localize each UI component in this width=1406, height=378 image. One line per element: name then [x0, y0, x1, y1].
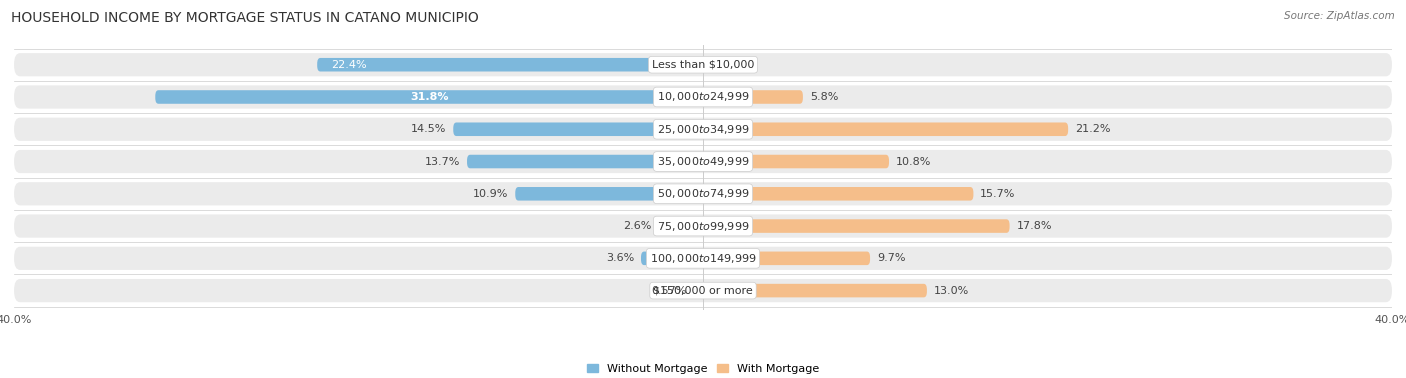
Text: $150,000 or more: $150,000 or more	[654, 286, 752, 296]
Text: 14.5%: 14.5%	[411, 124, 446, 134]
Text: 13.0%: 13.0%	[934, 286, 969, 296]
Text: 17.8%: 17.8%	[1017, 221, 1052, 231]
FancyBboxPatch shape	[703, 219, 1010, 233]
FancyBboxPatch shape	[693, 284, 703, 297]
FancyBboxPatch shape	[318, 58, 703, 71]
FancyBboxPatch shape	[14, 279, 1392, 302]
Text: 13.7%: 13.7%	[425, 156, 460, 167]
Text: 10.9%: 10.9%	[472, 189, 509, 199]
FancyBboxPatch shape	[14, 150, 1392, 173]
FancyBboxPatch shape	[703, 155, 889, 168]
Legend: Without Mortgage, With Mortgage: Without Mortgage, With Mortgage	[582, 359, 824, 378]
FancyBboxPatch shape	[155, 90, 703, 104]
Text: 9.7%: 9.7%	[877, 253, 905, 263]
Text: Source: ZipAtlas.com: Source: ZipAtlas.com	[1284, 11, 1395, 21]
FancyBboxPatch shape	[14, 214, 1392, 238]
Text: 21.2%: 21.2%	[1076, 124, 1111, 134]
FancyBboxPatch shape	[14, 247, 1392, 270]
FancyBboxPatch shape	[703, 251, 870, 265]
FancyBboxPatch shape	[703, 284, 927, 297]
Text: $10,000 to $24,999: $10,000 to $24,999	[657, 90, 749, 104]
FancyBboxPatch shape	[703, 187, 973, 201]
Text: 2.6%: 2.6%	[623, 221, 651, 231]
Text: 22.4%: 22.4%	[330, 60, 367, 70]
Text: 5.8%: 5.8%	[810, 92, 838, 102]
FancyBboxPatch shape	[467, 155, 703, 168]
FancyBboxPatch shape	[14, 182, 1392, 205]
Text: $35,000 to $49,999: $35,000 to $49,999	[657, 155, 749, 168]
Text: 3.6%: 3.6%	[606, 253, 634, 263]
FancyBboxPatch shape	[703, 90, 803, 104]
Text: $25,000 to $34,999: $25,000 to $34,999	[657, 123, 749, 136]
FancyBboxPatch shape	[515, 187, 703, 201]
Text: Less than $10,000: Less than $10,000	[652, 60, 754, 70]
Text: 0.57%: 0.57%	[651, 286, 686, 296]
FancyBboxPatch shape	[14, 118, 1392, 141]
FancyBboxPatch shape	[641, 251, 703, 265]
FancyBboxPatch shape	[658, 219, 703, 233]
Text: 15.7%: 15.7%	[980, 189, 1015, 199]
Text: $100,000 to $149,999: $100,000 to $149,999	[650, 252, 756, 265]
Text: $75,000 to $99,999: $75,000 to $99,999	[657, 220, 749, 232]
Text: $50,000 to $74,999: $50,000 to $74,999	[657, 187, 749, 200]
Text: HOUSEHOLD INCOME BY MORTGAGE STATUS IN CATANO MUNICIPIO: HOUSEHOLD INCOME BY MORTGAGE STATUS IN C…	[11, 11, 479, 25]
FancyBboxPatch shape	[14, 53, 1392, 76]
Text: 31.8%: 31.8%	[411, 92, 449, 102]
Text: 10.8%: 10.8%	[896, 156, 931, 167]
FancyBboxPatch shape	[14, 85, 1392, 108]
FancyBboxPatch shape	[703, 122, 1069, 136]
FancyBboxPatch shape	[453, 122, 703, 136]
